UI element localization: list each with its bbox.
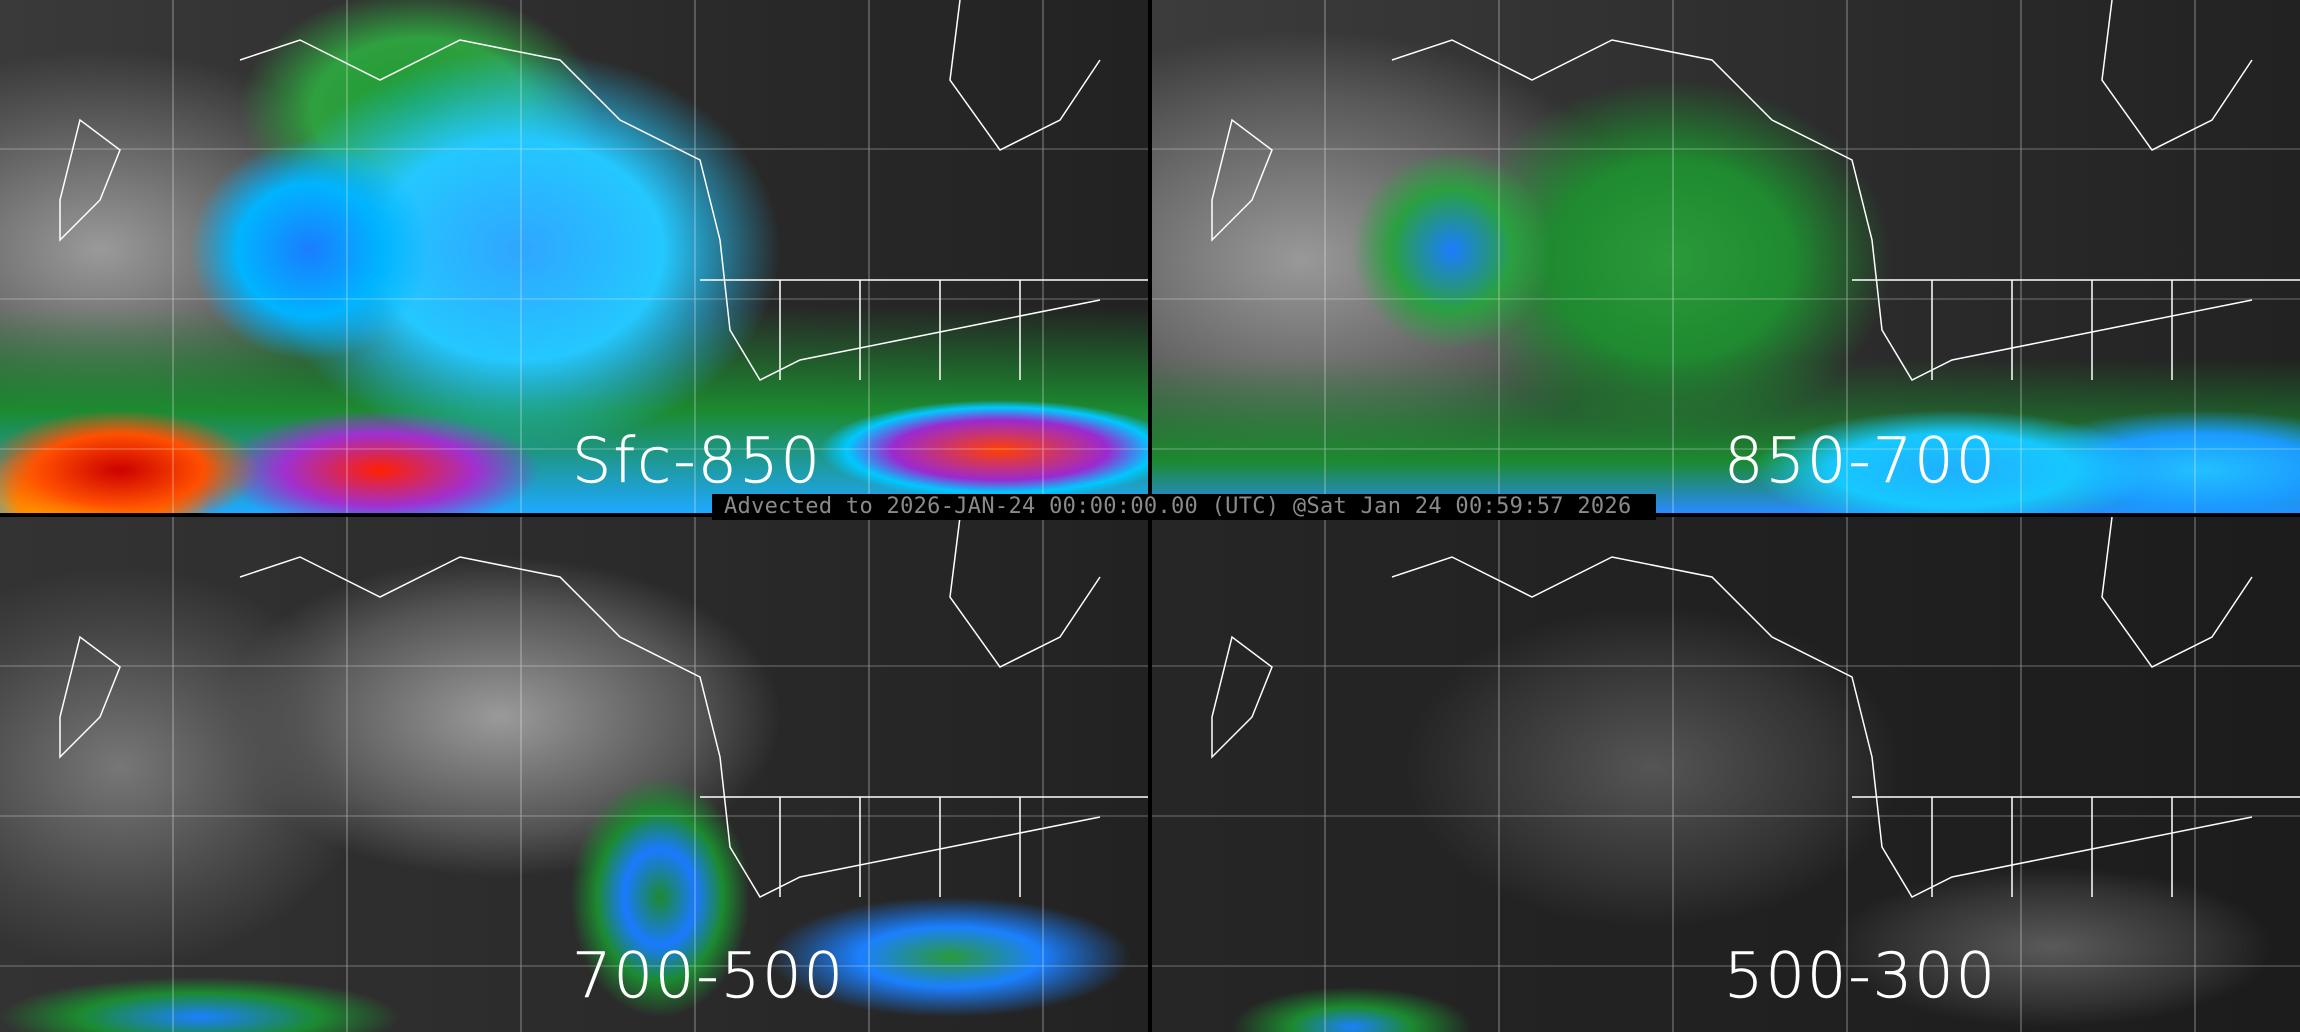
layer-label: 700-500: [572, 939, 846, 1012]
coastline-overlay: [59, 517, 1148, 898]
layer-label: Sfc-850: [572, 424, 822, 497]
layer-label: 850-700: [1724, 424, 1998, 497]
lat-lon-grid: [1152, 0, 2300, 513]
coastline-overlay: [59, 0, 1148, 381]
coastline-overlay: [1211, 517, 2300, 898]
layer-label: 500-300: [1724, 939, 1998, 1012]
lat-lon-grid: [0, 517, 1148, 1032]
coastline-overlay: [1211, 0, 2300, 381]
lat-lon-grid: [1152, 517, 2300, 1032]
panel-500-300: 500-300: [1152, 517, 2300, 1032]
panel-sfc-850: Sfc-850: [0, 0, 1148, 513]
advection-timestamp-caption: Advected to 2026-JAN-24 00:00:00.00 (UTC…: [712, 494, 1656, 520]
lat-lon-grid: [0, 0, 1148, 513]
panel-850-700: 850-700: [1152, 0, 2300, 513]
panel-700-500: 700-500: [0, 517, 1148, 1032]
